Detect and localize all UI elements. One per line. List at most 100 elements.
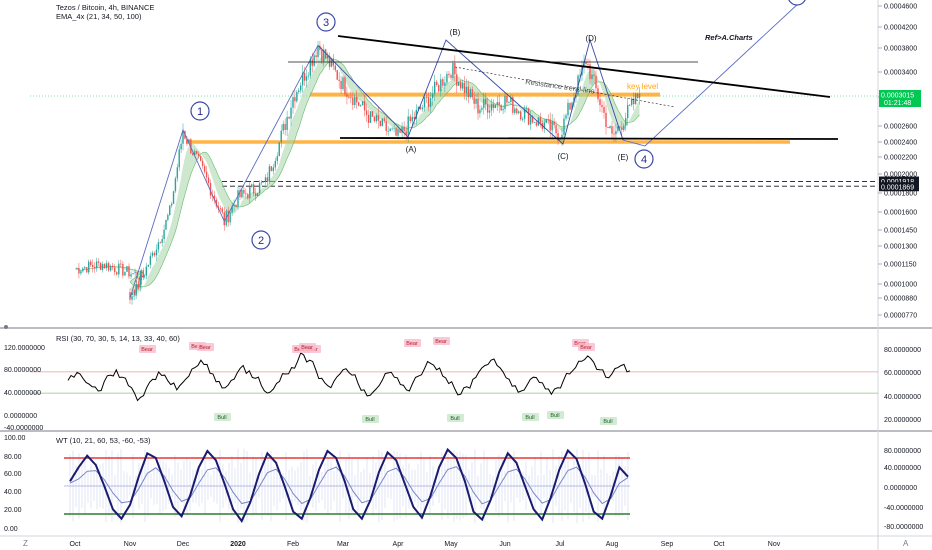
price-candle	[500, 105, 502, 111]
price-candle	[567, 102, 569, 116]
price-candle	[237, 190, 239, 207]
price-candle	[539, 117, 542, 123]
wt-main-line	[69, 447, 629, 523]
rsi-right-tick-label: 80.0000000	[884, 347, 921, 354]
time-axis[interactable]: Oct Nov Dec 2020 Feb Mar Apr May Jun Jul Aug Sep Oct…	[70, 541, 781, 548]
price-candle	[636, 93, 639, 98]
price-candle	[313, 55, 315, 66]
price-candle	[367, 114, 370, 123]
price-candle	[294, 97, 296, 102]
price-candle	[251, 184, 253, 188]
main-panel-scroll-handle[interactable]	[4, 325, 8, 329]
price-candle	[425, 97, 428, 98]
wt-right-tick-label: 40.0000000	[884, 465, 921, 472]
wave-label-1-circle	[190, 101, 210, 121]
price-candle	[395, 127, 397, 136]
price-candle	[109, 265, 112, 271]
price-candle	[280, 130, 282, 143]
price-candle	[555, 125, 557, 134]
price-candle	[172, 191, 175, 204]
price-candle	[219, 208, 222, 210]
time-tick-label: Apr	[393, 541, 405, 548]
price-candle	[137, 284, 139, 288]
price-candle	[494, 104, 497, 109]
main-panel[interactable]	[30, 0, 878, 327]
time-tick-label: 2020	[230, 541, 246, 548]
price-candle	[126, 266, 128, 272]
price-candle	[531, 116, 534, 123]
price-candle	[249, 187, 251, 199]
bear-signal-label: Bear	[435, 339, 447, 345]
price-candle	[473, 97, 475, 104]
price-candle	[233, 204, 235, 207]
price-annotations: 12345(A)(B)(C)(D)(E)key levelResistance …	[190, 0, 806, 250]
price-candle	[617, 126, 619, 132]
price-tick-label: 0.0001300	[884, 244, 917, 251]
price-candle	[82, 268, 84, 272]
auto-scale-icon[interactable]: A	[903, 539, 909, 548]
price-candle	[585, 61, 587, 65]
price-candle	[253, 184, 255, 194]
price-candle	[508, 101, 510, 103]
bull-signal-label: Bull	[217, 415, 226, 421]
impulse-wave-line	[129, 45, 319, 299]
price-candle	[130, 274, 132, 277]
projected-wave-line	[622, 1, 801, 147]
price-candle	[95, 261, 98, 269]
ema-indicator-label: EMA_4x (21, 34, 50, 100)	[56, 12, 142, 21]
price-candle	[527, 108, 530, 125]
price-candle	[213, 195, 216, 200]
price-candle	[199, 156, 202, 161]
rsi-right-tick-label: 40.0000000	[884, 394, 921, 401]
price-candle	[605, 112, 607, 128]
corrective-label: (B)	[450, 28, 461, 37]
bear-signal	[197, 343, 214, 351]
price-candle	[627, 105, 629, 119]
price-candle	[258, 183, 261, 194]
price-candle	[99, 262, 102, 270]
price-candle	[523, 109, 526, 119]
price-candle	[407, 116, 409, 136]
price-candle	[198, 153, 200, 157]
zoom-icon[interactable]: Z	[23, 539, 28, 548]
price-candle	[207, 177, 210, 184]
price-candle	[356, 96, 358, 103]
price-candle	[599, 99, 601, 106]
time-tick-label: Dec	[177, 541, 190, 548]
price-candle	[245, 193, 247, 195]
wave-label-3: 3	[323, 17, 329, 29]
price-candle	[603, 107, 605, 113]
price-candle	[405, 131, 407, 136]
price-candle	[350, 97, 352, 98]
price-candle	[413, 116, 416, 120]
rsi-right-tick-label: 60.0000000	[884, 370, 921, 377]
price-candle	[373, 116, 376, 122]
price-candle	[409, 116, 411, 122]
rsi-plot: BearBearBearBearBearBearBearBearBearBear…	[30, 337, 878, 425]
price-candle	[298, 90, 300, 92]
price-axis[interactable]: 0.0004600 0.0004200 0.0003800 0.0003400 0.00…	[878, 4, 921, 320]
price-candle	[512, 97, 514, 113]
price-candle	[385, 121, 387, 132]
price-candle	[342, 77, 344, 90]
price-candle	[369, 111, 372, 123]
price-candle	[591, 74, 593, 80]
wt-left-tick-label: 100.00	[4, 435, 26, 442]
price-candle	[421, 107, 424, 110]
price-candle	[634, 93, 637, 105]
price-candle	[256, 193, 259, 197]
price-tick-label: 0.0001800	[884, 191, 917, 198]
price-candle	[133, 295, 135, 297]
resistance-trend-line	[454, 66, 676, 108]
price-candle	[107, 263, 110, 271]
price-candle	[303, 72, 306, 81]
wt-right-tick-label: 80.0000000	[884, 448, 921, 455]
price-candle	[93, 266, 96, 269]
bull-signal	[547, 411, 564, 419]
price-candle	[537, 117, 540, 126]
price-candle	[270, 166, 273, 172]
bear-signal-label: Bear	[301, 345, 313, 351]
wt-plot	[64, 447, 630, 524]
price-candle	[262, 181, 265, 183]
price-candle	[268, 166, 271, 182]
